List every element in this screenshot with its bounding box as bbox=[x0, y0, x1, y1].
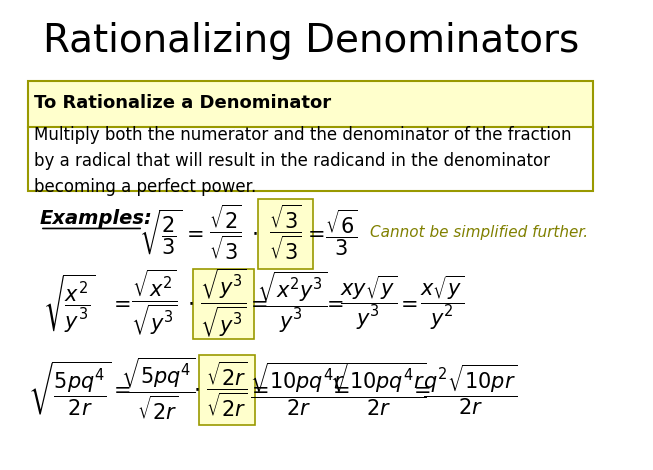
FancyBboxPatch shape bbox=[199, 355, 255, 425]
Text: Rationalizing Denominators: Rationalizing Denominators bbox=[42, 23, 579, 61]
Text: $\dfrac{\sqrt{10pq^4r}}{2r}$: $\dfrac{\sqrt{10pq^4r}}{2r}$ bbox=[249, 360, 346, 418]
Text: $\cdot$: $\cdot$ bbox=[193, 379, 199, 399]
Text: $=$: $=$ bbox=[109, 379, 130, 399]
Text: $\dfrac{x\sqrt{y}}{y^2}$: $\dfrac{x\sqrt{y}}{y^2}$ bbox=[419, 274, 464, 332]
Text: $\dfrac{\sqrt{x^2}}{\sqrt{y^3}}$: $\dfrac{\sqrt{x^2}}{\sqrt{y^3}}$ bbox=[131, 268, 178, 337]
Text: $=$: $=$ bbox=[303, 223, 325, 243]
Text: $\cdot$: $\cdot$ bbox=[251, 223, 258, 243]
Text: To Rationalize a Denominator: To Rationalize a Denominator bbox=[34, 94, 331, 112]
Text: $\dfrac{\sqrt{y^3}}{\sqrt{y^3}}$: $\dfrac{\sqrt{y^3}}{\sqrt{y^3}}$ bbox=[200, 266, 247, 339]
FancyBboxPatch shape bbox=[28, 81, 593, 127]
Text: $=$: $=$ bbox=[409, 379, 430, 399]
FancyBboxPatch shape bbox=[28, 127, 593, 191]
Text: $\dfrac{\sqrt{3}}{\sqrt{3}}$: $\dfrac{\sqrt{3}}{\sqrt{3}}$ bbox=[269, 203, 302, 262]
Text: $\dfrac{\sqrt{2r}}{\sqrt{2r}}$: $\dfrac{\sqrt{2r}}{\sqrt{2r}}$ bbox=[206, 360, 248, 419]
Text: $=$: $=$ bbox=[328, 379, 350, 399]
FancyBboxPatch shape bbox=[258, 198, 313, 269]
Text: $\dfrac{\sqrt{10pq^4r}}{2r}$: $\dfrac{\sqrt{10pq^4r}}{2r}$ bbox=[330, 360, 426, 418]
Text: $=$: $=$ bbox=[322, 293, 343, 313]
Text: $=$: $=$ bbox=[109, 293, 130, 313]
Text: $=$: $=$ bbox=[247, 379, 268, 399]
Text: $\sqrt{\dfrac{5pq^4}{2r}}$: $\sqrt{\dfrac{5pq^4}{2r}}$ bbox=[27, 360, 111, 418]
Text: $=$: $=$ bbox=[182, 223, 204, 243]
Text: $\sqrt{\dfrac{2}{3}}$: $\sqrt{\dfrac{2}{3}}$ bbox=[139, 208, 182, 258]
Text: $\dfrac{\sqrt{x^2 y^3}}{y^3}$: $\dfrac{\sqrt{x^2 y^3}}{y^3}$ bbox=[257, 270, 327, 336]
Text: Examples:: Examples: bbox=[40, 209, 153, 228]
FancyBboxPatch shape bbox=[193, 269, 253, 339]
Text: $\dfrac{\sqrt{5pq^4}}{\sqrt{2r}}$: $\dfrac{\sqrt{5pq^4}}{\sqrt{2r}}$ bbox=[121, 356, 195, 422]
Text: $\dfrac{\sqrt{2}}{\sqrt{3}}$: $\dfrac{\sqrt{2}}{\sqrt{3}}$ bbox=[209, 203, 242, 262]
Text: $\sqrt{\dfrac{x^2}{y^3}}$: $\sqrt{\dfrac{x^2}{y^3}}$ bbox=[43, 272, 95, 334]
Text: Cannot be simplified further.: Cannot be simplified further. bbox=[370, 225, 588, 240]
Text: $\dfrac{\sqrt{6}}{3}$: $\dfrac{\sqrt{6}}{3}$ bbox=[325, 207, 358, 258]
Text: $\dfrac{q^2\sqrt{10pr}}{2r}$: $\dfrac{q^2\sqrt{10pr}}{2r}$ bbox=[422, 362, 517, 416]
Text: $\cdot$: $\cdot$ bbox=[187, 293, 193, 313]
Text: Multiply both the numerator and the denominator of the fraction
by a radical tha: Multiply both the numerator and the deno… bbox=[34, 125, 571, 196]
Text: $=$: $=$ bbox=[246, 293, 267, 313]
Text: $\dfrac{xy\sqrt{y}}{y^3}$: $\dfrac{xy\sqrt{y}}{y^3}$ bbox=[340, 274, 397, 332]
Text: $=$: $=$ bbox=[396, 293, 417, 313]
